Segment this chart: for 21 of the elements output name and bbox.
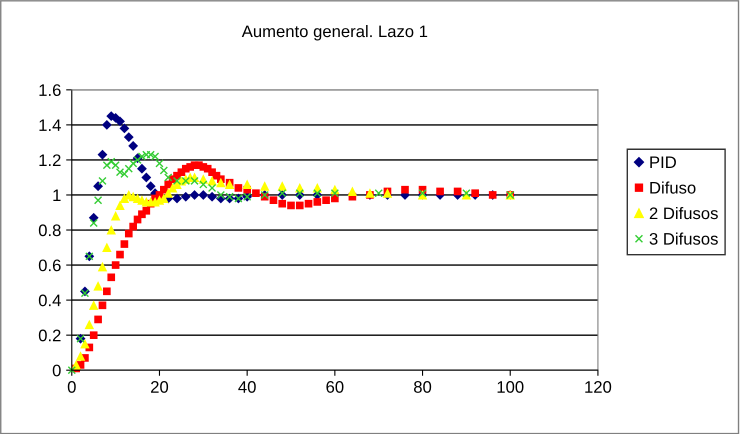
y-tick-label: 1: [53, 190, 61, 202]
legend-label: 3 Difusos: [650, 232, 718, 245]
legend-label: Difuso: [650, 181, 696, 194]
legend-label: PID: [650, 156, 676, 168]
chart-title: Aumento general. Lazo 1: [242, 24, 428, 41]
x-tick-label: 0: [68, 381, 76, 393]
y-tick-label: 1.2: [39, 154, 61, 166]
y-tick-label: 1.6: [39, 84, 61, 96]
x-tick-label: 80: [414, 381, 432, 393]
x-tick-label: 20: [151, 381, 168, 393]
y-tick-label: 0.2: [38, 330, 61, 342]
x-tick-label: 120: [585, 381, 612, 393]
y-tick-label: 1.4: [39, 119, 61, 131]
y-tick-label: 0.4: [38, 294, 61, 306]
legend-label: 2 Difusos: [650, 206, 718, 220]
x-tick-label: 40: [238, 381, 256, 393]
y-tick-label: 0.8: [38, 224, 61, 236]
x-tick-label: 60: [326, 381, 344, 393]
y-tick-label: 0: [52, 364, 61, 376]
y-tick-label: 0.6: [38, 259, 61, 272]
x-tick-label: 100: [498, 381, 524, 393]
